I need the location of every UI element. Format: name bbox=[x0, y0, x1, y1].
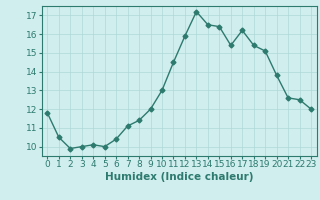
X-axis label: Humidex (Indice chaleur): Humidex (Indice chaleur) bbox=[105, 172, 253, 182]
